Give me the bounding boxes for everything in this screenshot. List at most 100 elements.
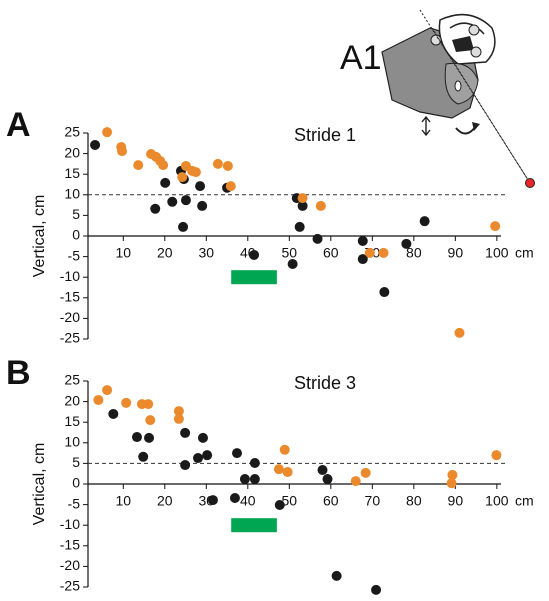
y-tick-label: 5 [72, 454, 80, 470]
data-point [222, 160, 233, 171]
x-tick-label: 90 [448, 493, 464, 509]
data-point [378, 247, 389, 258]
data-point [180, 195, 191, 206]
data-point [131, 432, 142, 443]
data-point [297, 193, 308, 204]
data-point [93, 394, 104, 405]
y-tick-label: 10 [64, 434, 80, 450]
y-tick-label: 10 [64, 186, 80, 202]
data-point [229, 493, 240, 504]
y-tick-label: -20 [60, 309, 80, 325]
y-tick-label: 25 [64, 124, 80, 140]
data-point [315, 200, 326, 211]
data-point [360, 467, 371, 478]
x-tick-label: 10 [115, 493, 131, 509]
data-point [249, 249, 260, 260]
x-tick-label: 30 [199, 245, 215, 261]
x-tick-label: 60 [323, 245, 339, 261]
chart-title: Stride 3 [294, 373, 356, 393]
data-point [273, 464, 284, 475]
x-tick-label: 100 [485, 493, 509, 509]
x-unit: cm [515, 245, 534, 261]
data-point [108, 408, 119, 419]
y-tick-label: 15 [64, 413, 80, 429]
inset-label: A1 [340, 39, 382, 77]
panel-letter: A [6, 106, 31, 144]
y-tick-label: -5 [68, 247, 81, 263]
x-unit: cm [515, 493, 534, 509]
y-tick-label: -5 [68, 495, 81, 511]
x-tick-label: 60 [323, 493, 339, 509]
data-point [379, 287, 390, 298]
data-point [232, 448, 243, 459]
data-point [202, 450, 213, 461]
data-point [190, 167, 201, 178]
marker-bar [231, 518, 277, 533]
x-tick-label: 80 [406, 493, 422, 509]
panel-letter: B [6, 354, 31, 392]
data-point [357, 254, 368, 265]
x-tick-label: 50 [282, 245, 298, 261]
data-point [279, 444, 290, 455]
data-point [282, 467, 293, 478]
data-point [322, 474, 333, 485]
data-point [133, 160, 144, 171]
y-axis-label: Vertical, cm [31, 195, 48, 278]
data-point [225, 181, 236, 192]
data-point [177, 172, 188, 183]
data-point [312, 233, 323, 244]
data-point [446, 478, 457, 489]
data-point [447, 469, 458, 480]
data-point [490, 221, 501, 232]
data-point [160, 177, 171, 188]
marker-bar [231, 270, 277, 285]
data-point [287, 259, 298, 270]
data-point [239, 474, 250, 485]
data-point [197, 432, 208, 443]
rat-head-sketch [381, 9, 535, 188]
y-tick-label: -25 [60, 330, 80, 346]
data-point [274, 500, 285, 511]
y-axis-label: Vertical, cm [31, 443, 48, 526]
x-tick-label: 40 [240, 493, 256, 509]
data-point [249, 474, 260, 485]
y-tick-label: -10 [60, 268, 80, 284]
x-tick-label: 70 [365, 493, 381, 509]
data-point [167, 196, 178, 207]
data-point [454, 327, 465, 338]
y-tick-label: -15 [60, 289, 80, 305]
x-tick-label: 10 [115, 245, 131, 261]
data-point [364, 247, 375, 258]
data-point [102, 127, 113, 138]
data-point [102, 385, 113, 396]
data-point [121, 397, 132, 408]
data-point [297, 200, 308, 211]
data-point [357, 235, 368, 246]
y-tick-label: 5 [72, 206, 80, 222]
y-tick-label: -10 [60, 516, 80, 532]
data-point [294, 221, 305, 232]
data-point [117, 146, 128, 157]
y-tick-label: 15 [64, 165, 80, 181]
data-point [249, 457, 260, 468]
x-tick-label: 90 [448, 245, 464, 261]
data-point [401, 238, 412, 249]
data-point [350, 476, 361, 487]
data-point [180, 460, 191, 471]
data-point [180, 427, 191, 438]
data-point [144, 432, 155, 443]
data-point [173, 406, 184, 417]
data-point [197, 200, 208, 211]
data-point [195, 181, 206, 192]
data-point [419, 216, 430, 227]
y-tick-label: -20 [60, 557, 80, 573]
data-point [138, 451, 149, 462]
data-point [145, 415, 156, 426]
y-tick-label: -15 [60, 537, 80, 553]
data-point [491, 450, 502, 461]
x-tick-label: 20 [157, 493, 173, 509]
y-tick-label: -25 [60, 578, 80, 594]
data-point [150, 203, 161, 214]
data-point [90, 139, 101, 150]
